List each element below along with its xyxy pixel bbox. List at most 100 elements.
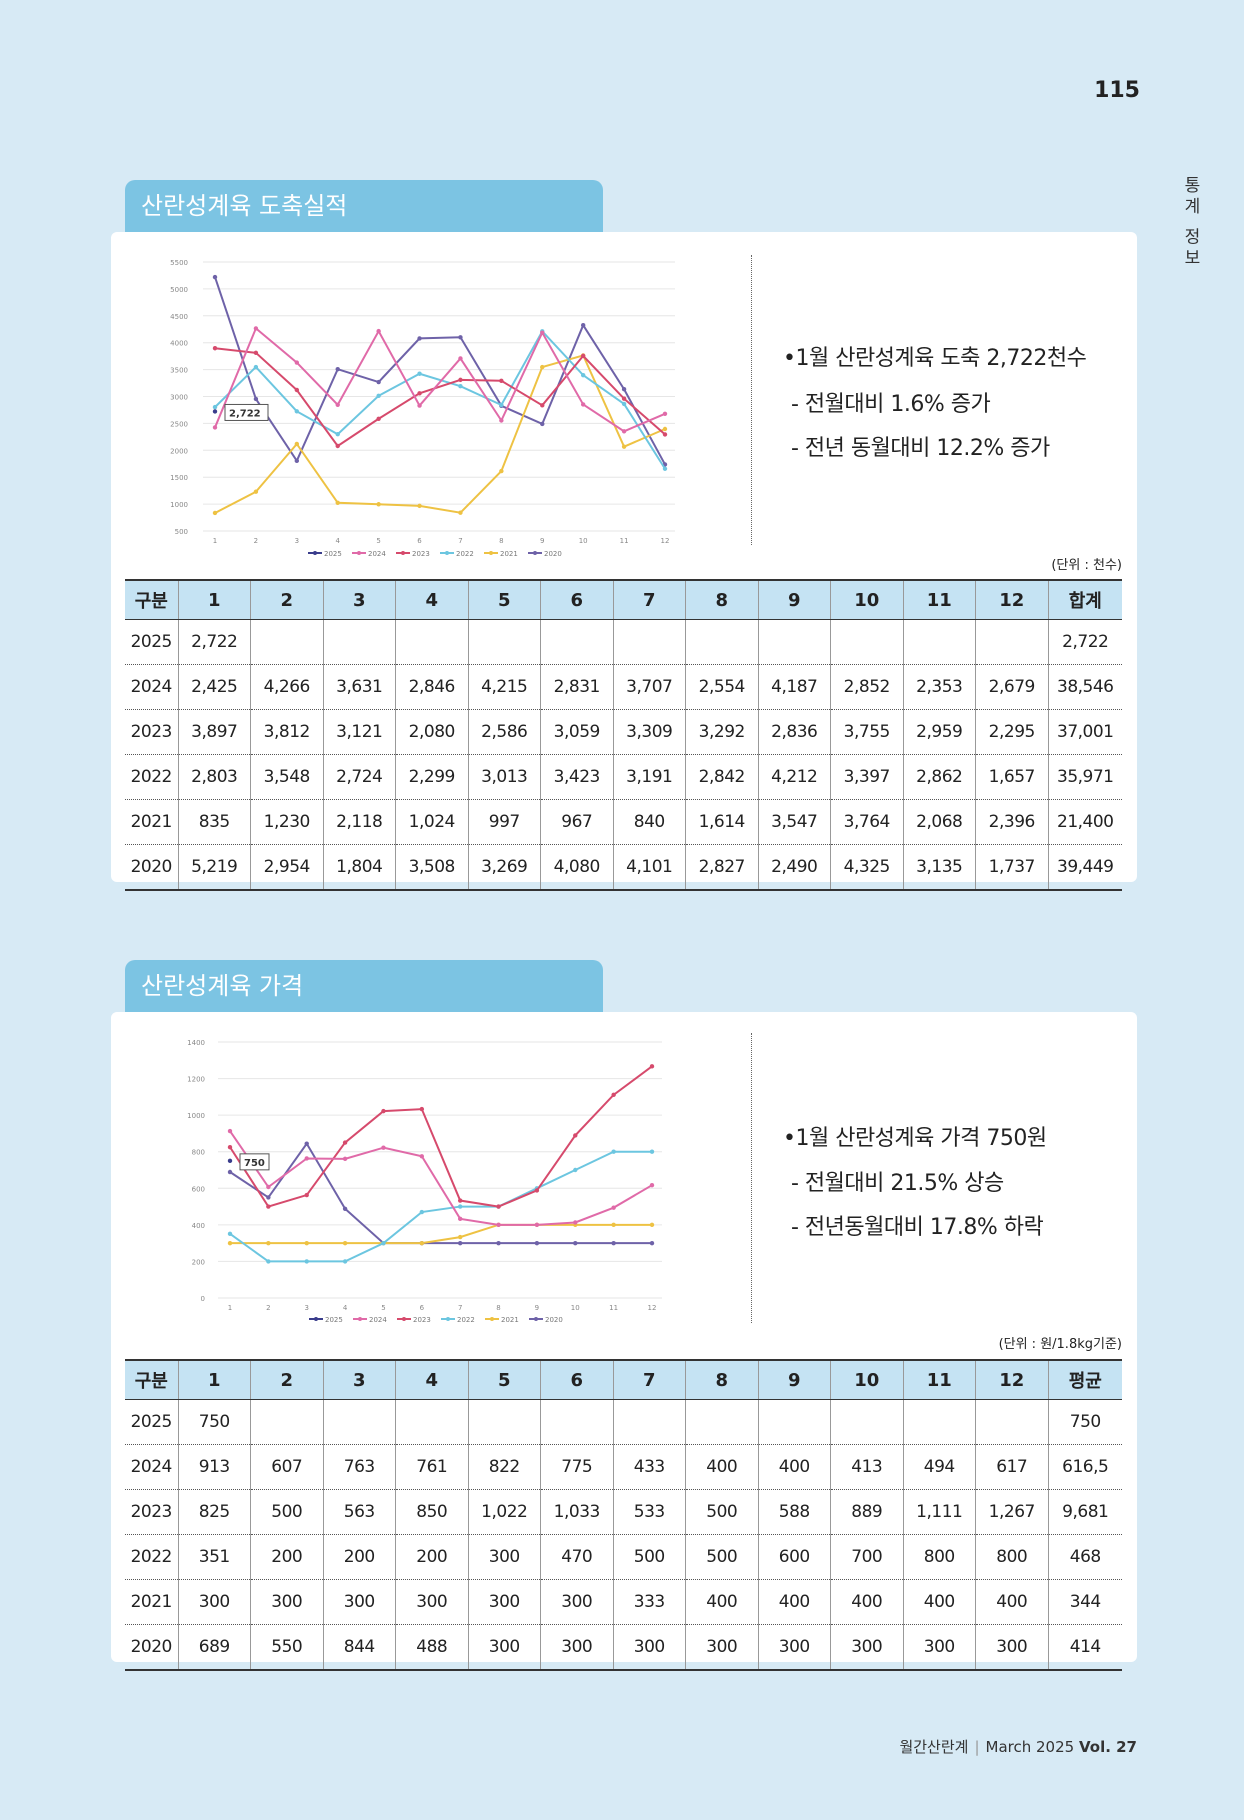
header-cell: 9 [757,579,831,620]
table-cell: 889 [830,1489,903,1535]
table-cell: 1,614 [685,799,758,845]
table-cell: 2,831 [540,664,613,710]
table-cell: 3,547 [757,799,831,845]
table-cell: 3,707 [612,664,686,710]
table-cell: 617 [975,1444,1048,1490]
header-cell: 4 [395,1359,468,1400]
header-cell: 합계 [1047,579,1122,620]
table-cell: 4,325 [830,844,903,891]
table-cell: 494 [902,1444,976,1490]
table-cell: 750 [177,1399,251,1445]
table-row: 2025 2,722 2,722 [125,619,1122,665]
table-cell: 775 [540,1444,613,1490]
table-cell: 825 [177,1489,251,1535]
table-cell: 2022 [125,1534,178,1580]
table-cell [467,619,541,665]
table-cell: 3,292 [685,709,758,755]
table-cell: 533 [612,1489,686,1535]
table-cell: 400 [902,1579,976,1625]
table-cell: 35,971 [1047,754,1122,800]
table-cell: 414 [1047,1624,1122,1671]
table-cell [395,619,468,665]
header-cell: 3 [322,1359,396,1400]
section-tab: 산란성계육 도축실적 [125,180,603,232]
header-cell: 12 [975,579,1048,620]
table-head: 구분 1 2 3 4 5 6 7 8 9 10 11 12 평균 [125,1359,1122,1400]
table-cell: 844 [322,1624,396,1671]
table-cell: 2023 [125,709,178,755]
table-cell [902,619,976,665]
table-cell: 2,295 [975,709,1048,755]
table-cell: 2,846 [395,664,468,710]
table-cell: 800 [975,1534,1048,1580]
table-cell: 200 [395,1534,468,1580]
table-cell: 3,548 [250,754,323,800]
table-cell [612,619,686,665]
table-cell: 470 [540,1534,613,1580]
bullet: - 전월대비 1.6% 증가 [791,392,991,417]
table-cell: 3,897 [177,709,251,755]
table-cell: 2,803 [177,754,251,800]
table-cell [395,1399,468,1445]
table-cell: 300 [685,1624,758,1671]
table-cell: 400 [757,1444,831,1490]
divider [751,255,752,545]
data-table: 구분 1 2 3 4 5 6 7 8 9 10 11 12 평균 2025 750 750 2024 913 607 7… [125,1359,1122,1671]
table-cell: 2,679 [975,664,1048,710]
table-cell: 200 [250,1534,323,1580]
table-cell: 1,267 [975,1489,1048,1535]
header-cell: 5 [467,579,541,620]
table-cell: 300 [322,1579,396,1625]
table-cell: 400 [830,1579,903,1625]
header-row: 구분 1 2 3 4 5 6 7 8 9 10 11 12 평균 [125,1359,1122,1400]
table-cell: 2,554 [685,664,758,710]
table-cell: 39,449 [1047,844,1122,891]
table-cell: 2,722 [1047,619,1122,665]
table-cell: 300 [467,1534,541,1580]
table-cell: 3,121 [322,709,396,755]
table-cell: 3,397 [830,754,903,800]
table-cell: 4,215 [467,664,541,710]
table-cell: 488 [395,1624,468,1671]
header-cell: 평균 [1047,1359,1122,1400]
table-cell: 300 [177,1579,251,1625]
data-table: 구분 1 2 3 4 5 6 7 8 9 10 11 12 합계 2025 2,722 2,722 2024 2,4… [125,579,1122,891]
table-cell: 3,631 [322,664,396,710]
table-cell: 2,722 [177,619,251,665]
table-cell [540,1399,613,1445]
table-cell: 2,118 [322,799,396,845]
table-cell: 2024 [125,664,178,710]
table-cell: 351 [177,1534,251,1580]
header-cell: 12 [975,1359,1048,1400]
table-cell [250,1399,323,1445]
table-cell: 344 [1047,1579,1122,1625]
table-cell: 2,959 [902,709,976,755]
table-cell: 3,309 [612,709,686,755]
table-cell: 616,5 [1047,1444,1122,1490]
table-cell: 1,804 [322,844,396,891]
header-cell: 2 [250,1359,323,1400]
table-cell [467,1399,541,1445]
table-cell [830,619,903,665]
table-cell: 550 [250,1624,323,1671]
table-cell: 3,135 [902,844,976,891]
table-cell: 300 [395,1579,468,1625]
table-cell: 1,230 [250,799,323,845]
table-cell: 1,024 [395,799,468,845]
issue: March 2025 [985,1738,1075,1756]
unit-label: (단위 : 천수) [1051,558,1122,573]
table-cell: 761 [395,1444,468,1490]
table-cell [685,1399,758,1445]
table-cell: 2,724 [322,754,396,800]
table-cell: 822 [467,1444,541,1490]
table-body: 2025 2,722 2,722 2024 2,425 4,266 3,631 2,846 4,… [125,619,1122,891]
table-row: 2024 913 607 763 761 822 775 433 400 400 413 494 617… [125,1444,1122,1490]
table-cell [757,1399,831,1445]
table-row: 2021 300 300 300 300 300 300 333 400 400 400 400 400… [125,1579,1122,1625]
table-cell: 333 [612,1579,686,1625]
unit-label: (단위 : 원/1.8kg기준) [998,1337,1122,1352]
header-cell: 6 [540,579,613,620]
table-cell: 3,755 [830,709,903,755]
table-cell: 2025 [125,619,178,665]
table-cell: 2,068 [902,799,976,845]
